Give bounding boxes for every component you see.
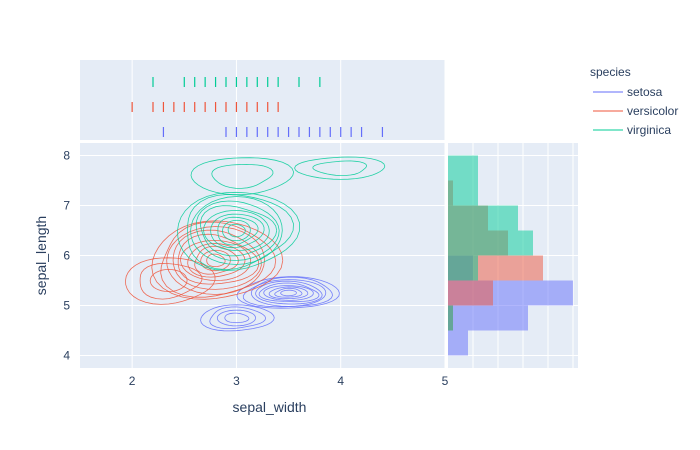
contour-setosa — [250, 279, 327, 307]
legend-label: virginica — [627, 123, 671, 137]
contour-versicolor — [180, 239, 252, 282]
density-contours — [125, 156, 386, 332]
contour-virginica — [227, 223, 246, 238]
x-axis-title: sepal_width — [233, 399, 307, 415]
rug-plot-area — [80, 60, 445, 140]
contour-setosa — [209, 306, 266, 330]
histogram-bar-setosa — [448, 305, 528, 331]
contour-virginica — [312, 160, 368, 176]
contour-virginica — [195, 200, 280, 261]
histogram-bar-virginica — [448, 230, 533, 256]
contour-versicolor — [125, 257, 216, 305]
contour-setosa — [274, 287, 303, 298]
legend-item-setosa[interactable]: setosa — [593, 85, 663, 99]
contour-virginica — [187, 194, 294, 271]
contour-setosa — [263, 285, 314, 301]
x-tick-label: 3 — [233, 374, 240, 388]
contour-setosa — [216, 309, 256, 327]
contour-virginica — [177, 191, 301, 272]
histogram-bar-virginica — [448, 205, 518, 231]
contour-virginica — [190, 157, 295, 196]
contour-versicolor — [139, 262, 203, 300]
histogram-bar-setosa — [448, 330, 468, 356]
y-tick-label: 7 — [63, 199, 70, 213]
contour-versicolor — [200, 249, 231, 272]
y-tick-label: 8 — [63, 149, 70, 163]
y-tick-label: 5 — [63, 299, 70, 313]
contour-versicolor — [177, 233, 260, 285]
legend-item-virginica[interactable]: virginica — [593, 123, 671, 137]
y-tick-label: 6 — [63, 249, 70, 263]
histogram-bar-versicolor — [448, 280, 493, 306]
x-tick-label: 4 — [337, 374, 344, 388]
contour-virginica — [222, 219, 251, 242]
contour-setosa — [268, 286, 309, 300]
contour-virginica — [294, 156, 386, 180]
contour-versicolor — [206, 253, 226, 268]
contour-versicolor — [149, 268, 188, 293]
contour-versicolor — [151, 220, 284, 300]
histogram-bar-virginica — [448, 305, 453, 331]
contour-virginica — [217, 216, 259, 246]
x-tick-label: 2 — [129, 374, 136, 388]
contour-setosa — [255, 280, 323, 305]
contour-versicolor — [187, 243, 246, 278]
contour-setosa — [280, 289, 297, 297]
contour-virginica — [200, 205, 278, 257]
contour-setosa — [200, 304, 275, 332]
contour-virginica — [203, 209, 270, 252]
rug-marks — [131, 77, 384, 137]
legend[interactable]: species setosa versicolor virginica — [590, 65, 678, 137]
histogram-bar-virginica — [448, 180, 478, 206]
histogram-bar-virginica — [448, 255, 478, 281]
legend-item-versicolor[interactable]: versicolor — [593, 104, 678, 118]
contour-setosa — [224, 312, 250, 324]
y-axis-title: sepal_length — [33, 216, 49, 295]
contour-setosa — [258, 282, 320, 303]
legend-label: setosa — [627, 85, 663, 99]
contour-setosa — [242, 276, 333, 308]
tick-labels: 2 3 4 5 4 5 6 7 8 — [63, 149, 448, 389]
contour-virginica — [190, 196, 283, 265]
histogram-bar-virginica — [448, 155, 478, 181]
contour-virginica — [210, 213, 265, 249]
x-tick-label: 5 — [442, 374, 449, 388]
histogram-bars — [448, 155, 573, 356]
contour-setosa — [236, 276, 340, 309]
y-tick-label: 4 — [63, 349, 70, 363]
contour-versicolor — [166, 226, 265, 295]
legend-label: versicolor — [627, 104, 678, 118]
contour-virginica — [211, 163, 274, 189]
legend-title: species — [590, 65, 631, 79]
